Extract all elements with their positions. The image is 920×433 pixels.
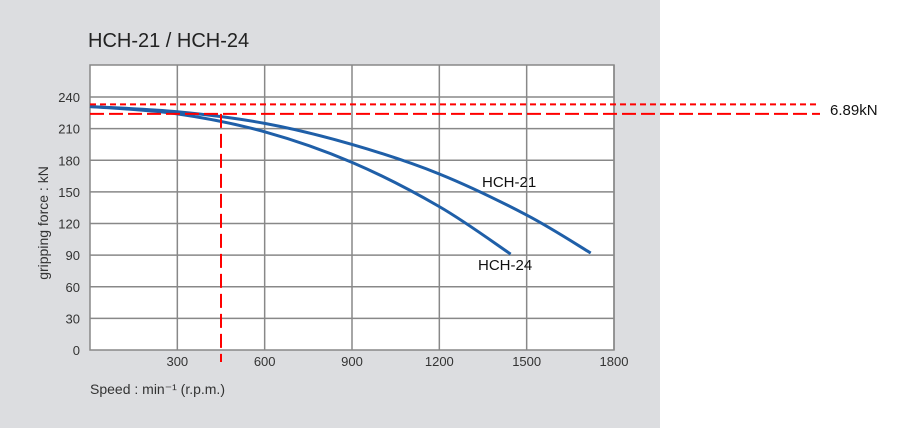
y-tick-label: 240 (58, 90, 80, 105)
x-tick-label: 1500 (512, 354, 541, 369)
y-tick-label: 0 (73, 343, 80, 358)
y-tick-label: 180 (58, 153, 80, 168)
y-tick-label: 120 (58, 217, 80, 232)
series-line-hch-21 (89, 104, 592, 255)
x-axis-label: Speed : min⁻¹ (r.p.m.) (90, 381, 225, 397)
chart-title: HCH-21 / HCH-24 (88, 30, 249, 52)
series-line-hch-24 (89, 104, 512, 256)
y-tick-label: 210 (58, 122, 80, 137)
x-tick-label: 1800 (600, 354, 629, 369)
series-label-hch-21: HCH-21 (482, 174, 536, 191)
y-tick-label: 60 (66, 280, 80, 295)
x-tick-label: 900 (341, 354, 363, 369)
y-tick-label: 90 (66, 248, 80, 263)
x-tick-label: 1200 (425, 354, 454, 369)
y-tick-label: 30 (66, 311, 80, 326)
x-tick-label: 300 (166, 354, 188, 369)
series-label-hch-24: HCH-24 (478, 257, 532, 274)
x-tick-label: 600 (254, 354, 276, 369)
y-axis-label: gripping force : kN (35, 166, 51, 280)
annotation-label: 6.89kN (830, 102, 878, 119)
y-tick-label: 150 (58, 185, 80, 200)
